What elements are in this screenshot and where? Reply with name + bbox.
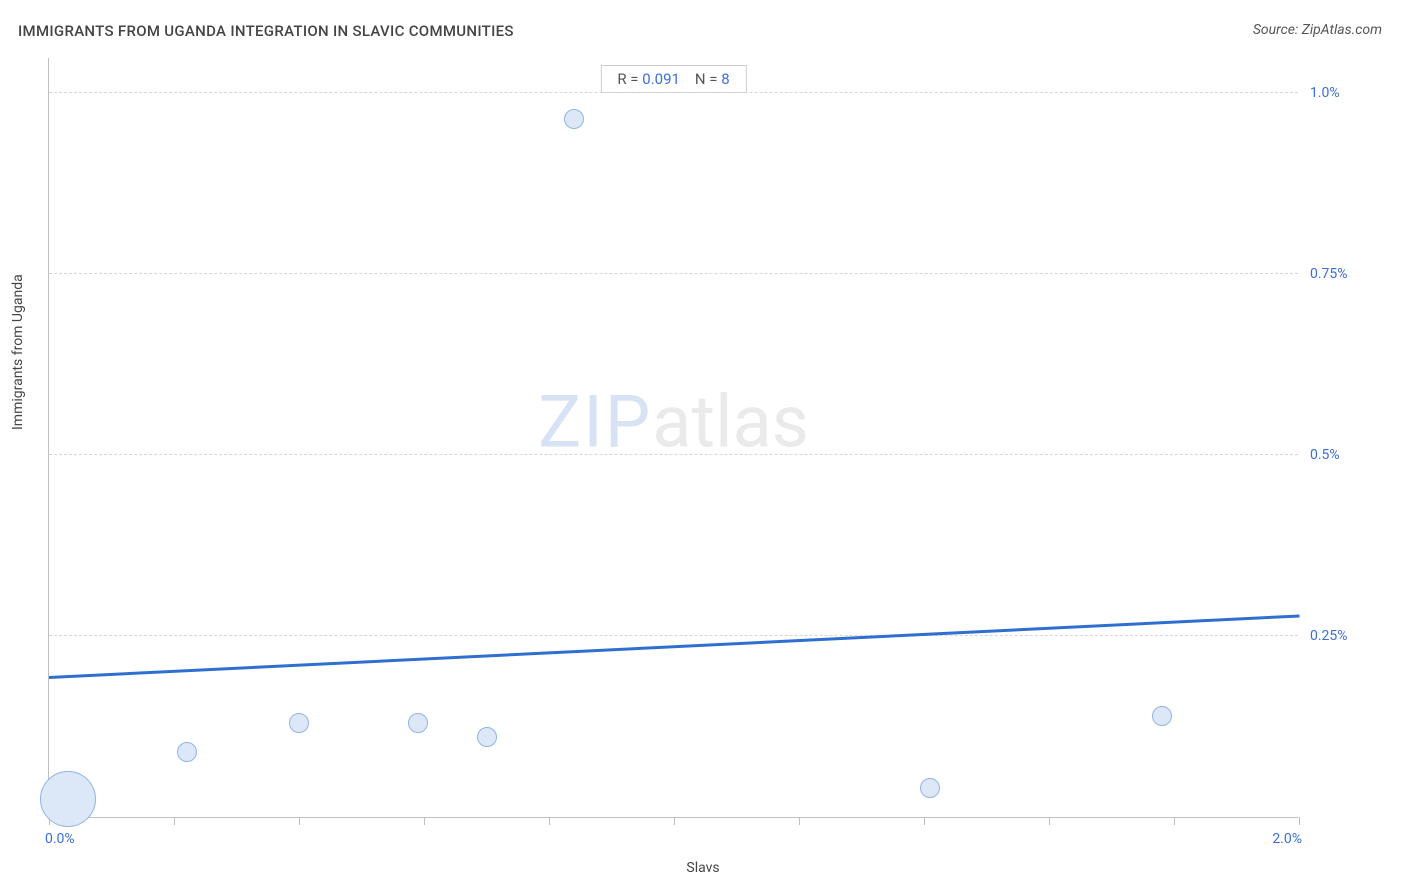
x-tick [299,817,300,825]
r-value: 0.091 [642,70,680,88]
n-value: 8 [721,70,729,88]
scatter-point [40,771,96,827]
gridline [49,273,1298,274]
chart-title: IMMIGRANTS FROM UGANDA INTEGRATION IN SL… [18,22,514,40]
watermark-part2: atlas [652,380,809,465]
x-tick [1049,817,1050,825]
scatter-point [477,727,497,747]
x-tick [174,817,175,825]
watermark: ZIPatlas [538,380,809,465]
y-tick-label: 0.25% [1310,628,1370,644]
x-tick [799,817,800,825]
x-max-label: 2.0% [1272,831,1302,847]
stats-box: R = 0.091 N = 8 [600,65,746,93]
x-tick [424,817,425,825]
gridline [49,92,1298,93]
scatter-point [408,713,428,733]
source-attribution: Source: ZipAtlas.com [1253,22,1382,38]
n-label: N = [695,70,721,88]
x-min-label: 0.0% [45,831,75,847]
y-tick-label: 1.0% [1310,85,1370,101]
scatter-point [177,742,197,762]
y-tick-label: 0.5% [1310,447,1370,463]
x-axis-label: Slavs [686,860,719,876]
r-label: R = [617,70,642,88]
scatter-point [564,109,584,129]
gridline [49,635,1298,636]
y-tick-label: 0.75% [1310,266,1370,282]
scatter-point [920,778,940,798]
chart-plot-area: ZIPatlas R = 0.091 N = 8 0.0% 2.0% 0.25%… [48,58,1298,818]
x-tick [924,817,925,825]
x-tick [674,817,675,825]
gridline [49,454,1298,455]
watermark-part1: ZIP [538,380,652,465]
y-axis-label: Immigrants from Uganda [10,274,26,430]
x-tick [549,817,550,825]
scatter-point [289,713,309,733]
scatter-point [1152,706,1172,726]
trend-line [49,615,1299,680]
x-tick [1174,817,1175,825]
x-tick [1299,817,1300,825]
